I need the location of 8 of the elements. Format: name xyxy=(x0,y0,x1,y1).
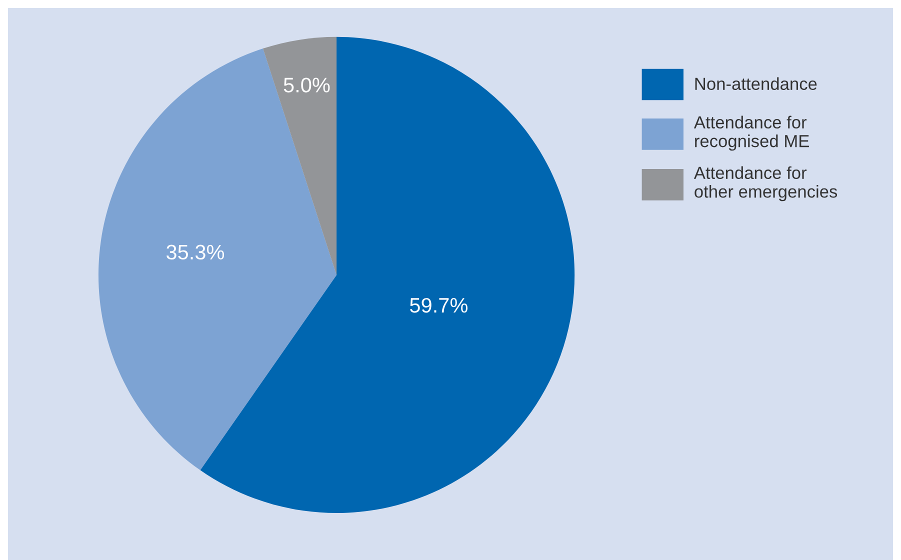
legend-label: Attendance for recognised ME xyxy=(694,116,809,151)
legend-label: Non-attendance xyxy=(695,77,817,90)
legend-label: Attendance for other emergencies xyxy=(694,166,838,202)
data-label: 5.0% xyxy=(284,78,330,92)
data-label: 59.7% xyxy=(410,298,468,313)
pie-slice xyxy=(262,36,337,275)
data-label: 35.3% xyxy=(166,244,224,260)
pie-slice xyxy=(98,48,337,470)
